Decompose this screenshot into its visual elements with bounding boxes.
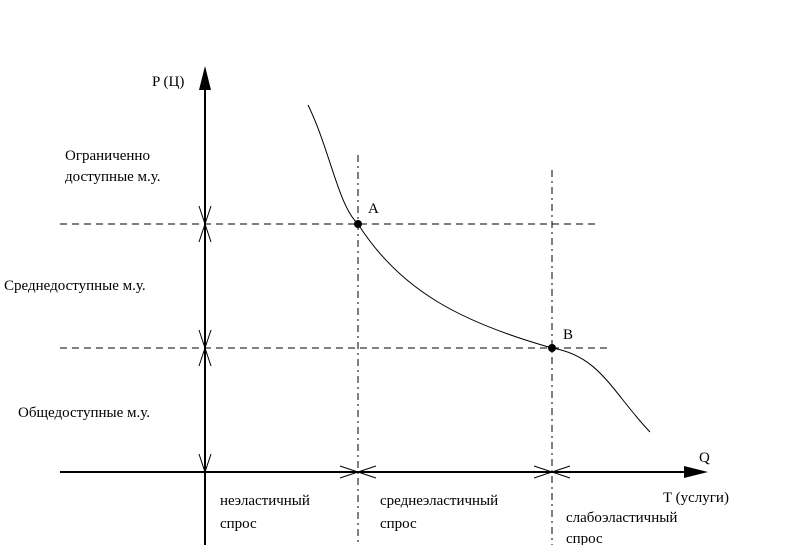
axis-label: T (услуги): [663, 490, 729, 506]
zone-label: Ограниченно: [65, 148, 150, 164]
zone-label: неэластичный: [220, 493, 310, 509]
zone-arrows: [198, 205, 571, 479]
zone-label: слабоэластичный: [566, 510, 677, 526]
axis-label: P (Ц): [152, 74, 184, 90]
point: [354, 220, 362, 228]
zone-label: среднеэластичный: [380, 493, 498, 509]
axis-arrow: [199, 66, 211, 90]
zone-label: спрос: [220, 516, 257, 532]
zone-label: Среднедоступные м.у.: [4, 278, 146, 294]
axis-arrow: [684, 466, 708, 478]
point: [548, 344, 556, 352]
point-label: A: [368, 201, 379, 217]
point-label: B: [563, 327, 573, 343]
zone-label: Общедоступные м.у.: [18, 405, 150, 421]
axis-label: Q: [699, 450, 710, 466]
demand-curve: [307, 104, 651, 433]
zone-label: спрос: [380, 516, 417, 532]
zone-label: спрос: [566, 531, 603, 545]
zone-label: доступные м.у.: [65, 169, 161, 185]
